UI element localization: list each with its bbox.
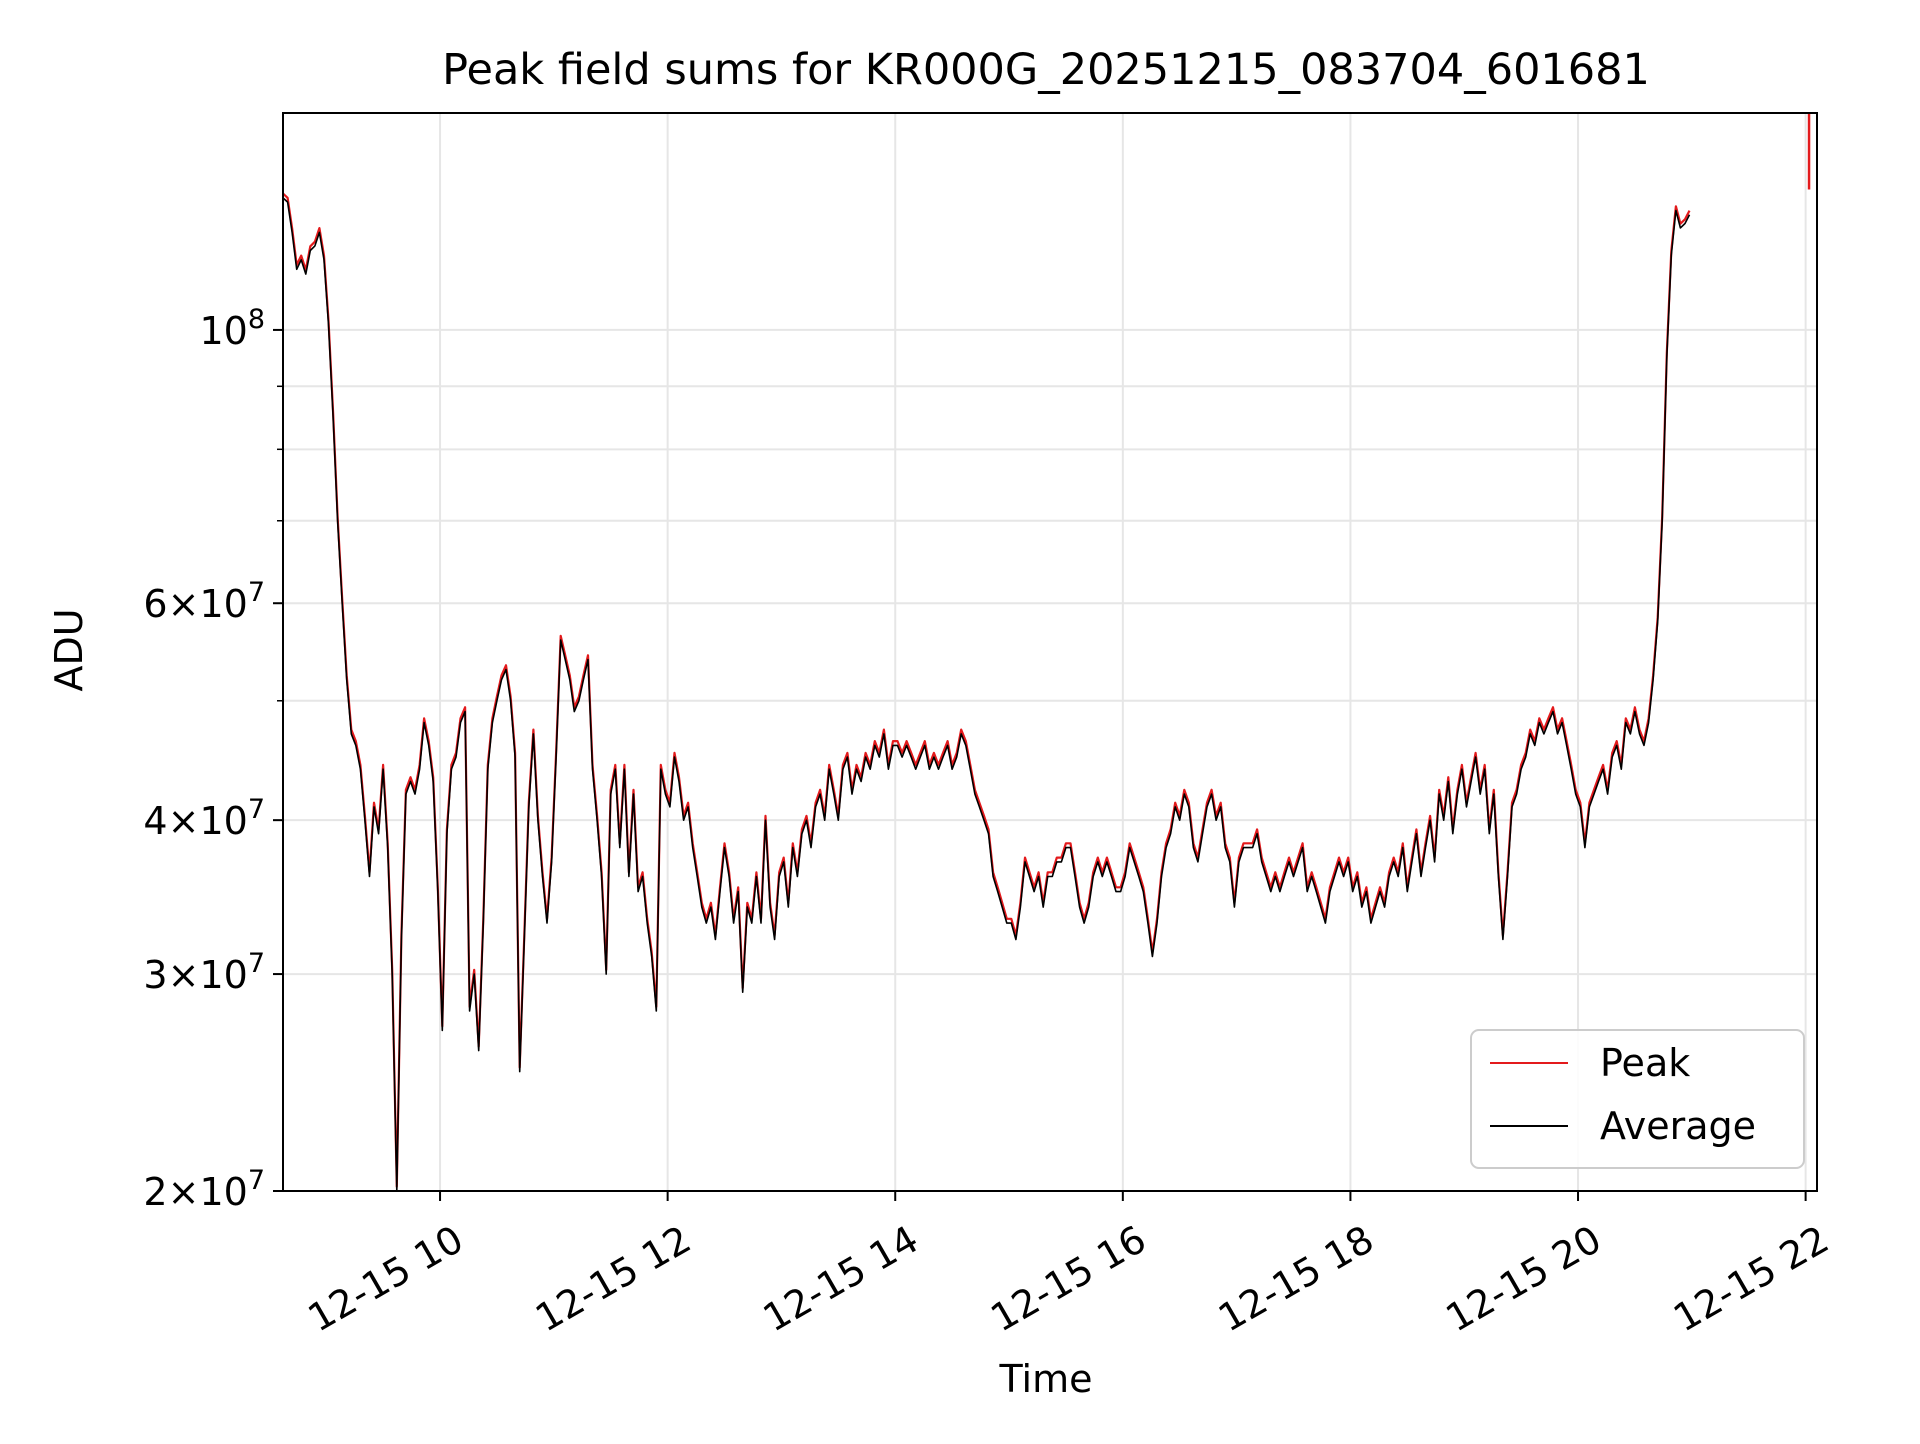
x-tick-label-group: 12-15 22 [1666,1217,1836,1341]
x-tick-label-group: 12-15 10 [301,1217,471,1341]
y-tick-mantissa: 3 [143,953,167,997]
x-tick-label-group: 12-15 16 [983,1217,1153,1341]
x-tick-label: 12-15 20 [1439,1217,1609,1341]
y-tick-mantissa: 2 [143,1170,167,1214]
y-tick-times: ×10 [168,799,248,843]
x-tick-label: 12-15 12 [528,1217,698,1341]
y-tick-exponent: 8 [248,304,265,335]
x-tick-label-group: 12-15 18 [1211,1217,1381,1341]
y-tick-times: ×10 [168,1170,248,1214]
y-tick-mantissa: 6 [143,582,167,626]
x-tick-label: 12-15 18 [1211,1217,1381,1341]
y-tick-exponent: 7 [248,577,265,608]
x-tick-label-group: 12-15 20 [1439,1217,1609,1341]
y-tick-label: 4×107 [143,794,265,843]
plot-frame [282,112,1818,1192]
y-tick-exponent: 7 [248,948,265,979]
y-tick-mantissa: 4 [143,799,167,843]
chart-title: Peak field sums for KR000G_20251215_0837… [442,45,1650,95]
legend-box [1470,1029,1805,1169]
y-tick-exponent: 7 [248,1165,265,1196]
x-tick-label-group: 12-15 12 [528,1217,698,1341]
x-tick-label: 12-15 10 [301,1217,471,1341]
y-tick-label: 108 [199,304,265,353]
series-line-average [282,197,1691,1192]
y-axis-label: ADU [47,608,91,691]
y-tick-exponent: 7 [248,794,265,825]
x-tick-label: 12-15 22 [1666,1217,1836,1341]
y-tick-label: 3×107 [143,948,265,997]
y-tick-times: ×10 [168,582,248,626]
y-tick-times: ×10 [168,953,248,997]
x-tick-label-group: 12-15 14 [756,1217,926,1341]
y-tick-base: 10 [199,309,247,353]
y-tick-label: 2×107 [143,1165,265,1214]
x-axis-label: Time [999,1357,1093,1401]
x-axis: 12-15 10 12-15 12 12-15 14 12-15 16 12-15 18… [301,1191,1836,1341]
legend-label-peak: Peak [1600,1041,1690,1085]
y-tick-label: 6×107 [143,577,265,626]
legend-label-average: Average [1600,1104,1756,1148]
legend: Peak Average [1470,1029,1805,1169]
x-tick-label: 12-15 14 [756,1217,926,1341]
plot-series [282,113,1811,1192]
x-tick-label: 12-15 16 [983,1217,1153,1341]
